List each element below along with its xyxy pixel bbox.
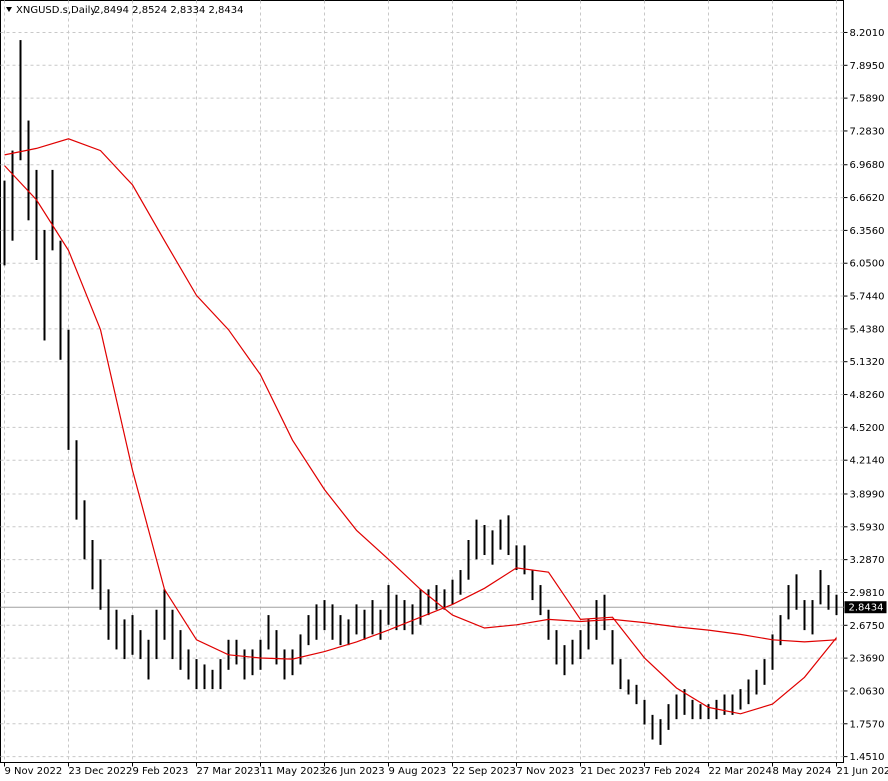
x-tick-label: 21 Jun 2024: [837, 766, 888, 777]
x-tick-label: 27 Mar 2023: [197, 766, 260, 777]
x-tick-label: 7 Feb 2024: [645, 766, 701, 777]
x-tick-label: 22 Mar 2024: [709, 766, 772, 777]
y-tick-label: 2.0630: [850, 686, 885, 697]
x-tick-label: 23 Dec 2022: [69, 766, 133, 777]
x-tick-label: 9 Nov 2022: [5, 766, 63, 777]
current-price-box: [844, 601, 887, 614]
y-tick-label: 3.8990: [850, 489, 885, 500]
y-tick-label: 2.3690: [850, 654, 885, 665]
y-tick-label: 5.7440: [850, 292, 885, 303]
y-tick-label: 6.3560: [850, 226, 885, 237]
x-tick-label: 7 Nov 2023: [517, 766, 575, 777]
y-tick-label: 4.5200: [850, 423, 885, 434]
current-price-label: 2.8434: [849, 603, 884, 614]
x-tick-label: 21 Dec 2023: [581, 766, 645, 777]
y-tick-label: 6.9680: [850, 160, 885, 171]
x-tick-label: 8 May 2024: [773, 766, 832, 777]
ohlc-text: 2,8494 2,8524 2,8334 2,8434: [94, 5, 244, 16]
y-tick-label: 2.6750: [850, 621, 885, 632]
x-tick-label: 9 Feb 2023: [133, 766, 189, 777]
y-tick-label: 6.6620: [850, 193, 885, 204]
plot-frame: [0, 0, 844, 763]
y-tick-label: 5.4380: [850, 324, 885, 335]
x-tick-label: 11 May 2023: [261, 766, 326, 777]
y-tick-label: 1.7570: [850, 719, 885, 730]
y-tick-label: 3.5930: [850, 522, 885, 533]
symbol: XNGUSD.s,Daily: [16, 5, 96, 16]
y-tick-label: 4.2140: [850, 456, 885, 467]
y-tick-label: 7.5890: [850, 94, 885, 105]
y-tick-label: 3.2870: [850, 555, 885, 566]
y-tick-label: 4.8260: [850, 390, 885, 401]
y-tick-label: 1.4510: [850, 752, 885, 763]
moving-average: [4, 138, 837, 643]
y-tick-label: 2.9810: [850, 588, 885, 599]
y-tick-label: 5.1320: [850, 357, 885, 368]
x-tick-label: 22 Sep 2023: [453, 766, 516, 777]
menu-arrow[interactable]: [6, 7, 12, 12]
y-tick-label: 7.2830: [850, 126, 885, 137]
y-tick-label: 7.8950: [850, 61, 885, 72]
y-tick-label: 8.2010: [850, 28, 885, 39]
x-tick-label: 26 Jun 2023: [325, 766, 385, 777]
x-tick-label: 9 Aug 2023: [389, 766, 447, 777]
moving-average: [4, 165, 837, 715]
y-tick-label: 6.0500: [850, 259, 885, 270]
